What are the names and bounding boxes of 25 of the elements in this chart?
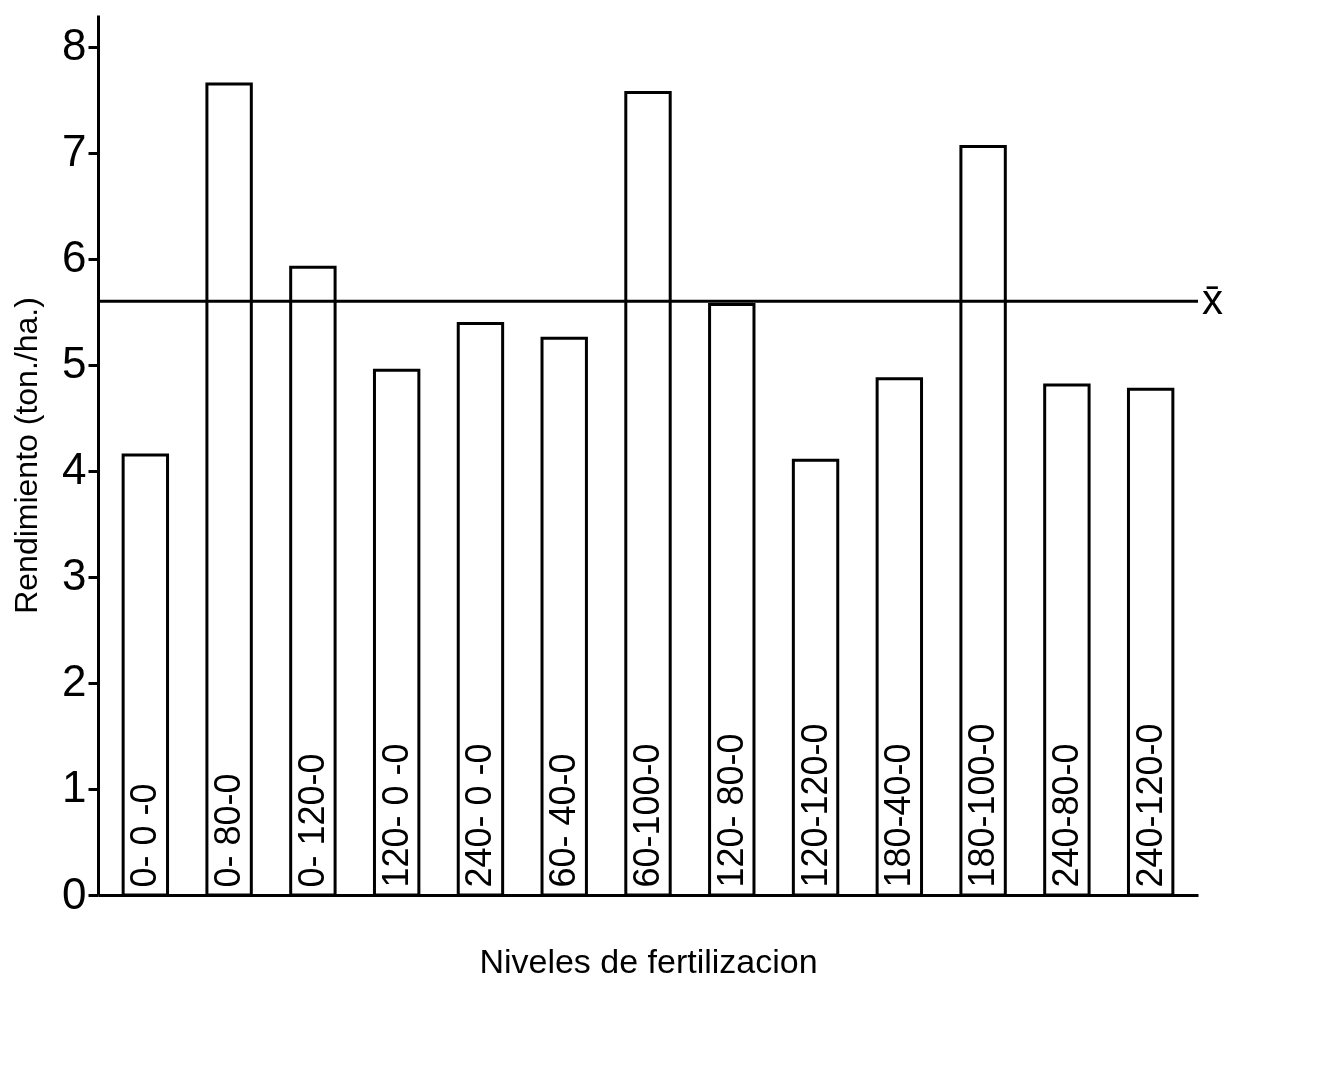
x-tick-label: 0- 80-0 [207,773,249,888]
y-tick-label: 6 [62,232,87,282]
y-tick-label: 1 [62,762,87,812]
x-tick-label: 60-100-0 [626,743,667,888]
y-tick-label: 5 [62,338,87,388]
x-tick-label: 240- 0 -0 [458,743,500,888]
y-tick-label: 4 [62,444,87,494]
x-tick-label: 120- 0 -0 [374,743,416,888]
y-tick-label: 7 [62,126,87,176]
x-tick-label: 120-120-0 [793,723,835,888]
x-tick-label: 0- 0 -0 [123,783,165,888]
x-tick-label: 180-100-0 [961,723,1003,888]
x-tick-label: 240-80-0 [1044,743,1086,888]
x-tick-label: 240-120-0 [1128,723,1170,888]
x-axis-title: Niveles de fertilizacion [479,941,818,980]
x-tick-label: 180-40-0 [877,743,919,888]
y-tick-label: 3 [62,550,87,600]
y-tick-label: 8 [62,20,87,70]
x-tick-label: 60- 40-0 [542,753,584,888]
y-axis-title: Rendimiento (ton./ha.) [8,297,45,614]
ref-line-label: x̄ [1202,276,1223,324]
y-tick-label: 2 [62,656,87,706]
x-tick-label: 120- 80-0 [709,733,751,888]
x-tick-label: 0- 120-0 [290,753,332,888]
y-tick-label: 0 [62,868,87,918]
